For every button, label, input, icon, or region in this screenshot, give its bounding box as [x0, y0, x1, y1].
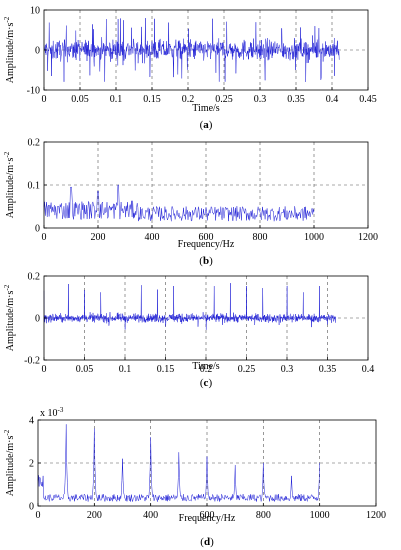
x-tick-label: 0	[42, 94, 47, 105]
y-axis-label: Amplitude/m·s-2	[3, 16, 16, 83]
x-tick-label: 200	[91, 232, 106, 243]
x-tick-label: 0	[42, 232, 47, 243]
y-axis-label: Amplitude/m·s-2	[3, 151, 16, 218]
y-tick-label: 10	[30, 6, 40, 17]
panel-caption: (d)	[200, 536, 214, 548]
y-tick-label: 0.2	[28, 138, 41, 149]
chart-panel-b: 0 200 400 600 800 1000 1200 0 0.1 0.2 Frequency/Hz…	[3, 138, 378, 268]
y-tick-label: 0	[35, 46, 40, 57]
x-tick-label: 0.15	[157, 364, 175, 375]
series-line	[43, 18, 340, 82]
x-tick-label: 1200	[358, 232, 378, 243]
y-tick-label: 0.1	[28, 181, 41, 192]
x-tick-label: 1000	[304, 232, 324, 243]
x-tick-label: 0.1	[119, 364, 132, 375]
chart-panel-d: 0 200 400 600 800 1000 1200 0 2 4 x 10-3 Frequency/…	[3, 406, 386, 548]
y-axis-label: Amplitude/m·s-2	[3, 284, 16, 351]
x-tick-label: 0.05	[71, 94, 89, 105]
x-tick-label: 0.3	[254, 94, 267, 105]
series-line	[43, 184, 315, 222]
x-tick-label: 0.15	[143, 94, 161, 105]
y-tick-label: 0	[35, 314, 40, 325]
chart-panel-c: 0 0.05 0.1 0.15 0.2 0.25 0.3 0.35 0.4-0.200.2Tim…	[3, 272, 374, 390]
x-tick-label: 0.05	[76, 364, 94, 375]
x-tick-label: 600	[200, 510, 215, 521]
x-tick-label: 800	[253, 232, 268, 243]
x-tick-label: 0.25	[215, 94, 233, 105]
x-tick-label: 800	[256, 510, 271, 521]
y-tick-label: 2	[29, 459, 34, 470]
x-axis-label: Frequency/Hz	[179, 513, 236, 524]
series-line	[37, 424, 320, 503]
x-tick-label: 0.4	[362, 364, 375, 375]
x-tick-label: 0	[42, 364, 47, 375]
chart-panel-a: 0 0.05 0.1 0.15 0.2 0.25 0.3 0.35 0.4 0.45-10010T…	[3, 6, 377, 132]
x-tick-label: 600	[199, 232, 214, 243]
x-tick-label: 0	[36, 510, 41, 521]
x-tick-label: 1200	[366, 510, 386, 521]
x-tick-label: 0.1	[110, 94, 123, 105]
y-tick-label: 0.2	[28, 272, 41, 283]
x-tick-label: 0.35	[287, 94, 305, 105]
x-axis-label: Time/s	[192, 361, 220, 372]
x-tick-label: 200	[87, 510, 102, 521]
x-tick-label: 0.4	[326, 94, 339, 105]
x-axis-label: Time/s	[192, 103, 220, 114]
x-tick-label: 0.3	[281, 364, 294, 375]
x-tick-label: 400	[143, 510, 158, 521]
x-tick-label: 0.35	[319, 364, 337, 375]
y-tick-label: 4	[29, 416, 34, 427]
scale-factor-label: x 10-3	[40, 406, 64, 419]
panel-caption: (c)	[200, 377, 213, 389]
x-tick-label: 0.45	[359, 94, 377, 105]
y-tick-label: -0.2	[24, 356, 40, 367]
x-tick-label: 0.2	[200, 364, 213, 375]
y-axis-label: Amplitude/m·s-2	[3, 429, 16, 496]
series-line	[43, 283, 336, 330]
x-tick-label: 0.2	[182, 94, 195, 105]
x-tick-label: 0.25	[238, 364, 256, 375]
x-tick-label: 1000	[310, 510, 330, 521]
y-tick-label: 0	[35, 224, 40, 235]
y-tick-label: 0	[29, 502, 34, 513]
panel-caption: (b)	[199, 255, 213, 267]
x-tick-label: 400	[145, 232, 160, 243]
y-tick-label: -10	[27, 86, 40, 97]
panel-caption: (a)	[200, 119, 213, 131]
x-axis-label: Frequency/Hz	[178, 239, 235, 250]
